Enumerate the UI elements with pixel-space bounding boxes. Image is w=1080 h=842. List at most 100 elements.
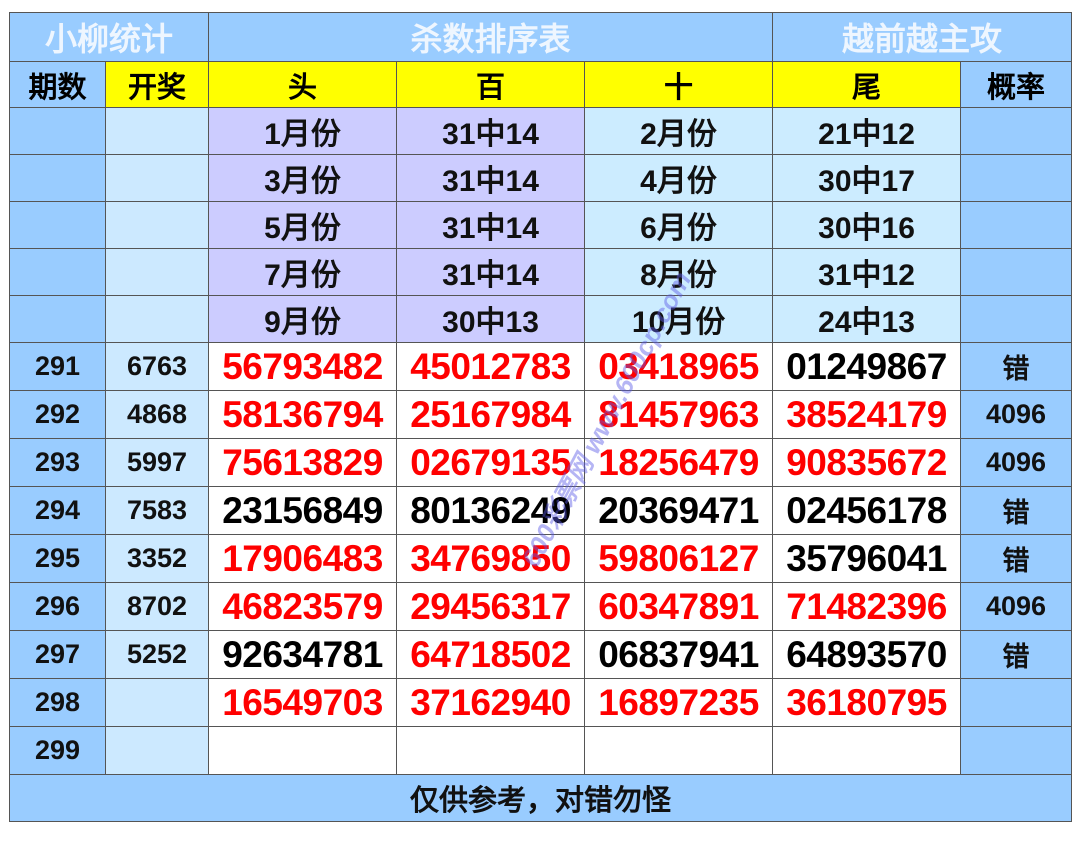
month-stat: 31中14 xyxy=(396,107,586,155)
month-label: 3月份 xyxy=(208,154,398,202)
month-label: 8月份 xyxy=(584,248,774,296)
empty-cell xyxy=(960,154,1073,202)
empty-cell xyxy=(9,154,106,202)
monthly-row: 3月份 31中14 4月份 30中17 xyxy=(9,154,1073,202)
kill-number-cell: 59806127 xyxy=(584,534,774,583)
table-row: 294 7583 23156849 80136249 20369471 02456178 错 xyxy=(9,486,1073,535)
kill-number-cell: 01249867 xyxy=(772,342,962,391)
period-cell: 291 xyxy=(9,342,106,391)
period-cell: 296 xyxy=(9,582,106,631)
col-period: 期数 xyxy=(9,61,106,108)
col-thousands: 头 xyxy=(208,61,398,108)
period-cell: 298 xyxy=(9,678,106,727)
draw-cell: 5252 xyxy=(104,630,210,679)
period-cell: 299 xyxy=(9,726,106,775)
table-row: 292 4868 58136794 25167984 81457963 38524179 4… xyxy=(9,390,1073,439)
kill-number-cell: 64718502 xyxy=(396,630,586,679)
monthly-row: 7月份 31中14 8月份 31中12 xyxy=(9,248,1073,296)
month-stat: 30中17 xyxy=(772,154,962,202)
empty-cell xyxy=(960,295,1073,343)
column-header-row: 期数 开奖 头 百 十 尾 概率 xyxy=(9,61,1073,108)
kill-number-cell: 58136794 xyxy=(208,390,398,439)
kill-number-cell: 60347891 xyxy=(584,582,774,631)
monthly-row: 1月份 31中14 2月份 21中12 xyxy=(9,107,1073,155)
table-row: 291 6763 56793482 45012783 03418965 01249867 错 xyxy=(9,342,1073,391)
empty-cell xyxy=(104,295,210,343)
draw-cell: 7583 xyxy=(104,486,210,535)
empty-cell xyxy=(104,201,210,249)
period-cell: 292 xyxy=(9,390,106,439)
period-cell: 294 xyxy=(9,486,106,535)
kill-number-cell: 64893570 xyxy=(772,630,962,679)
col-rate: 概率 xyxy=(960,61,1073,108)
empty-cell xyxy=(104,107,210,155)
table-row: 297 5252 92634781 64718502 06837941 64893570 错 xyxy=(9,630,1073,679)
empty-cell xyxy=(960,201,1073,249)
col-units: 尾 xyxy=(772,61,962,108)
rate-cell xyxy=(960,678,1073,727)
col-tens: 十 xyxy=(584,61,774,108)
period-cell: 295 xyxy=(9,534,106,583)
kill-number-cell: 06837941 xyxy=(584,630,774,679)
monthly-row: 9月份 30中13 10月份 24中13 xyxy=(9,295,1073,343)
empty-cell xyxy=(960,248,1073,296)
kill-number-cell: 45012783 xyxy=(396,342,586,391)
kill-number-cell: 75613829 xyxy=(208,438,398,487)
month-label: 5月份 xyxy=(208,201,398,249)
month-label: 4月份 xyxy=(584,154,774,202)
kill-number-cell: 36180795 xyxy=(772,678,962,727)
month-stat: 30中13 xyxy=(396,295,586,343)
footer-note: 仅供参考，对错勿怪 xyxy=(8,774,1073,822)
month-label: 10月份 xyxy=(584,295,774,343)
kill-number-cell: 90835672 xyxy=(772,438,962,487)
kill-number-cell: 25167984 xyxy=(396,390,586,439)
kill-number-cell: 03418965 xyxy=(584,342,774,391)
month-stat: 31中12 xyxy=(772,248,962,296)
kill-number-cell xyxy=(584,726,774,775)
month-label: 6月份 xyxy=(584,201,774,249)
table-row: 293 5997 75613829 02679135 18256479 90835672 4… xyxy=(9,438,1073,487)
draw-cell: 6763 xyxy=(104,342,210,391)
month-label: 7月份 xyxy=(208,248,398,296)
col-draw: 开奖 xyxy=(104,61,210,108)
kill-number-cell: 23156849 xyxy=(208,486,398,535)
month-label: 1月份 xyxy=(208,107,398,155)
kill-number-cell: 38524179 xyxy=(772,390,962,439)
draw-cell: 8702 xyxy=(104,582,210,631)
kill-number-cell: 02456178 xyxy=(772,486,962,535)
footer-row: 仅供参考，对错勿怪 xyxy=(8,774,1073,822)
kill-number-cell: 80136249 xyxy=(396,486,586,535)
empty-cell xyxy=(9,201,106,249)
draw-cell: 3352 xyxy=(104,534,210,583)
table-row: 298 16549703 37162940 16897235 36180795 xyxy=(9,678,1073,727)
kill-number-cell: 29456317 xyxy=(396,582,586,631)
empty-cell xyxy=(9,107,106,155)
monthly-row: 5月份 31中14 6月份 30中16 xyxy=(9,201,1073,249)
empty-cell xyxy=(104,248,210,296)
rate-cell: 4096 xyxy=(960,438,1073,487)
rate-cell: 错 xyxy=(960,630,1073,679)
month-stat: 21中12 xyxy=(772,107,962,155)
kill-number-cell: 92634781 xyxy=(208,630,398,679)
kill-number-cell xyxy=(396,726,586,775)
table-row: 296 8702 46823579 29456317 60347891 71482396 4… xyxy=(9,582,1073,631)
draw-cell: 4868 xyxy=(104,390,210,439)
kill-number-cell xyxy=(772,726,962,775)
slogan: 越前越主攻 xyxy=(772,12,1073,62)
rate-cell: 4096 xyxy=(960,390,1073,439)
month-stat: 31中14 xyxy=(396,201,586,249)
month-stat: 24中13 xyxy=(772,295,962,343)
empty-cell xyxy=(9,248,106,296)
kill-number-cell: 35796041 xyxy=(772,534,962,583)
table-row: 299 xyxy=(9,726,1073,775)
kill-number-cell: 71482396 xyxy=(772,582,962,631)
kill-number-cell: 02679135 xyxy=(396,438,586,487)
month-stat: 30中16 xyxy=(772,201,962,249)
period-cell: 297 xyxy=(9,630,106,679)
month-label: 2月份 xyxy=(584,107,774,155)
month-stat: 31中14 xyxy=(396,248,586,296)
kill-number-cell: 56793482 xyxy=(208,342,398,391)
kill-number-cell: 16549703 xyxy=(208,678,398,727)
rate-cell: 错 xyxy=(960,534,1073,583)
kill-number-table: 小柳统计 杀数排序表 越前越主攻 期数 开奖 头 百 十 尾 概率 1月份 31中… xyxy=(8,12,1073,822)
